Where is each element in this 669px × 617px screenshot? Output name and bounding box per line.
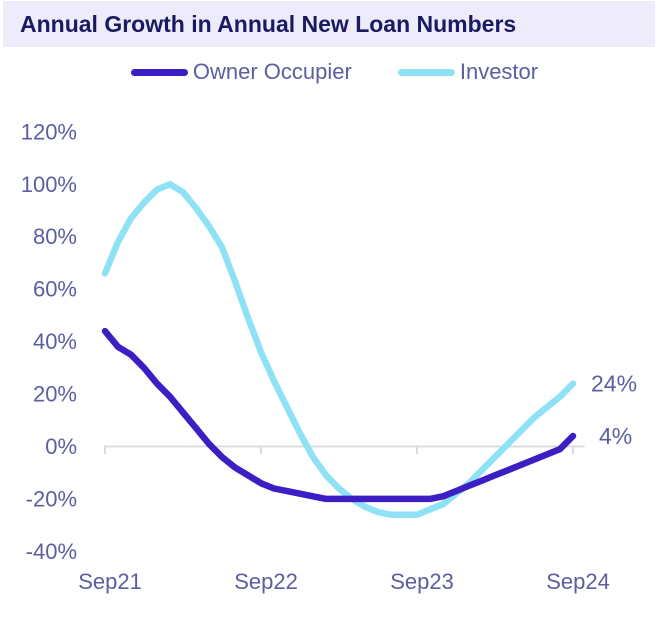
chart-title: Annual Growth in Annual New Loan Numbers <box>20 10 517 37</box>
investor-line <box>101 181 577 518</box>
x-axis-label: Sep24 <box>546 569 610 594</box>
legend-item-investor: Investor <box>397 59 539 85</box>
x-axis-label: Sep23 <box>390 569 454 594</box>
y-axis-label: -20% <box>26 486 77 511</box>
legend-item-owner-occupier: Owner Occupier <box>130 59 352 85</box>
investor-line-swatch-icon <box>397 68 455 76</box>
owner-occupier-line <box>101 327 577 503</box>
y-axis-label: 20% <box>33 382 77 407</box>
title-bar: Annual Growth in Annual New Loan Numbers <box>3 1 655 47</box>
x-axis-label: Sep22 <box>234 569 298 594</box>
y-axis-label: 0% <box>45 434 77 459</box>
y-axis-label: 60% <box>33 277 77 302</box>
y-axis-label: 80% <box>33 224 77 249</box>
y-axis-label: 40% <box>33 329 77 354</box>
legend-label-investor: Investor <box>459 59 539 84</box>
y-axis-label: 120% <box>21 119 77 144</box>
x-axis-label: Sep21 <box>78 569 142 594</box>
y-axis-label: -40% <box>26 539 77 564</box>
legend-label-owner-occupier: Owner Occupier <box>192 59 352 84</box>
legend: Owner Occupier Investor <box>0 57 669 87</box>
owner-occupier-end-value-label: 4% <box>599 423 632 449</box>
owner-occupier-line-swatch-icon <box>130 68 188 76</box>
y-axis-label: 100% <box>21 172 77 197</box>
investor-end-value-label: 24% <box>591 371 637 397</box>
